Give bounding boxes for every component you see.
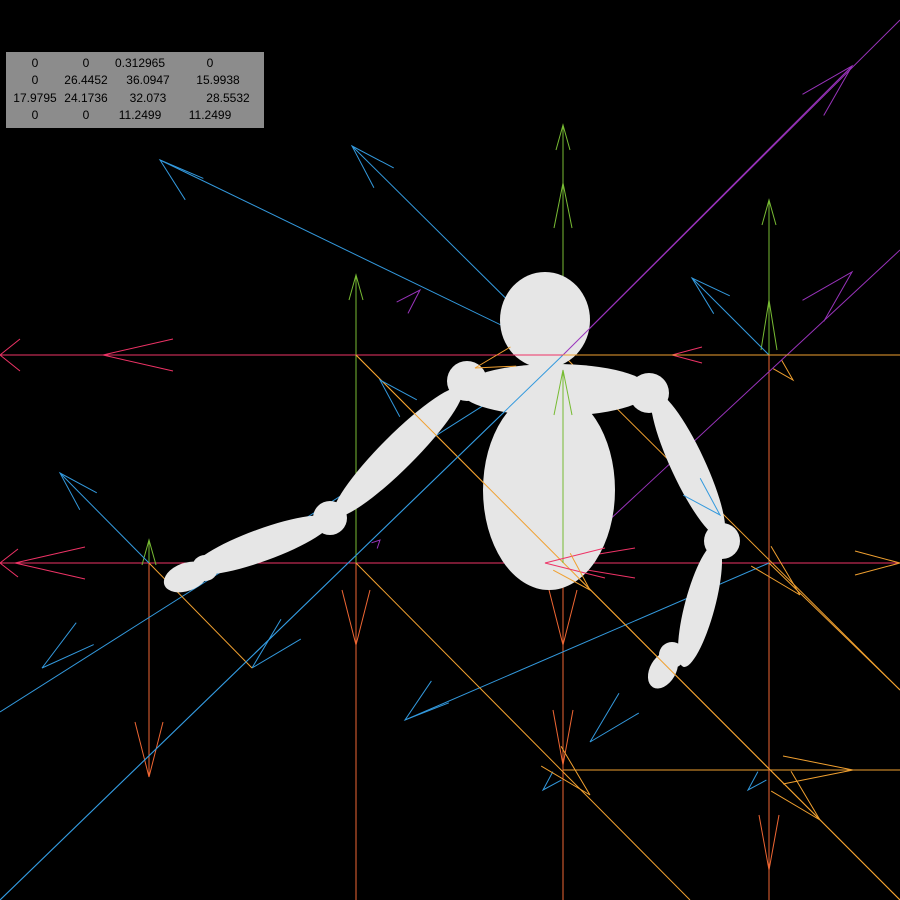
gizmo-arrow-icon	[403, 680, 450, 722]
gizmo-arrow-icon	[341, 589, 371, 646]
gizmo-arrow-icon	[772, 359, 795, 382]
matrix-row: 0 0 11.2499 11.2499	[6, 107, 264, 124]
matrix-cell: 0	[31, 73, 39, 87]
gizmo-arrow-icon	[548, 589, 578, 646]
gizmo-arrow-icon	[158, 158, 204, 201]
matrix-cell: 0	[31, 108, 39, 122]
matrix-cell: 26.4452	[64, 73, 108, 87]
gizmo-arrow-icon	[41, 622, 94, 669]
matrix-row: 17.9795 24.1736 32.073 28.5532	[6, 90, 264, 107]
diag-line	[355, 562, 691, 900]
gizmo-overlay	[0, 19, 900, 900]
gizmo-arrow-icon	[854, 550, 900, 576]
gizmo-arrow-icon	[134, 721, 164, 778]
gizmo-arrow-icon	[371, 539, 381, 549]
matrix-cell: 15.9938	[196, 73, 240, 87]
diag-line	[0, 354, 564, 900]
diag-line	[691, 277, 770, 356]
matrix-cell: 11.2499	[188, 108, 232, 122]
gizmo-arrow-icon	[553, 369, 573, 416]
gizmo-arrow-icon	[552, 709, 574, 766]
matrix-cell: 36.0947	[126, 73, 170, 87]
matrix-row: 0 26.4452 36.0947 15.9938	[6, 72, 264, 89]
right-hand[interactable]	[642, 646, 685, 694]
gizmo-arrow-icon	[555, 123, 571, 151]
gizmo-arrow-icon	[141, 538, 157, 566]
matrix-cell: 11.2499	[118, 108, 162, 122]
diag-line	[562, 354, 900, 691]
gizmo-arrow-icon	[589, 692, 640, 743]
left-upper-arm[interactable]	[322, 376, 473, 527]
mannequin-figure[interactable]	[160, 272, 740, 694]
gizmo-arrow-icon	[0, 338, 21, 372]
mannequin-head[interactable]	[500, 272, 590, 368]
matrix-cell: 0	[206, 56, 214, 70]
gizmo-arrow-icon	[553, 182, 573, 229]
gizmo-arrow-icon	[58, 471, 98, 511]
gizmo-arrow-icon	[474, 346, 517, 369]
left-hand[interactable]	[160, 556, 213, 598]
gizmo-arrow-icon	[682, 477, 722, 517]
diag-line	[768, 562, 900, 691]
gizmo-arrow-icon	[378, 378, 418, 418]
right-forearm[interactable]	[669, 539, 731, 670]
matrix-cell: 0	[82, 108, 90, 122]
diag-line	[562, 19, 900, 356]
matrix-cell: 17.9795	[13, 91, 57, 105]
matrix-cell: 24.1736	[64, 91, 108, 105]
gizmo-arrow-icon	[750, 545, 801, 596]
gizmo-arrow-icon	[802, 270, 854, 322]
gizmo-arrow-icon	[760, 299, 778, 351]
gizmo-arrow-icon	[761, 198, 777, 226]
gizmo-arrow-icon	[102, 338, 174, 372]
mannequin-torso[interactable]	[483, 390, 615, 590]
matrix-cell: 0	[31, 56, 39, 70]
gizmo-arrow-icon	[540, 745, 591, 796]
right-upper-arm[interactable]	[639, 385, 737, 544]
diag-line	[159, 159, 564, 356]
gizmo-arrow-icon	[544, 547, 606, 579]
gizmo-arrow-icon	[690, 276, 730, 314]
gizmo-arrow-icon	[541, 771, 562, 792]
diag-line	[355, 354, 900, 900]
gizmo-arrow-icon	[758, 814, 780, 871]
diag-line	[59, 472, 150, 564]
matrix-cell: 0	[82, 56, 90, 70]
gizmo-arrow-icon	[0, 548, 19, 578]
gizmo-arrow-icon	[396, 288, 422, 314]
matrix-row: 0 0 0.312965 0	[6, 55, 264, 72]
gizmo-arrow-icon	[782, 755, 854, 785]
mannequin-shoulders[interactable]	[460, 364, 650, 416]
diag-line	[562, 249, 900, 564]
left-forearm[interactable]	[186, 504, 338, 585]
matrix-cell: 28.5532	[206, 91, 250, 105]
matrix-cell: 32.073	[129, 91, 167, 105]
gizmo-arrow-icon	[552, 552, 592, 592]
gizmo-arrow-icon	[348, 273, 364, 301]
matrix-cell: 0.312965	[114, 56, 166, 70]
transform-matrix-panel: 0 0 0.312965 0 0 26.4452 36.0947 15.9938…	[6, 52, 264, 128]
gizmo-arrow-icon	[746, 771, 767, 792]
gizmo-arrow-icon	[350, 144, 394, 188]
gizmo-arrow-icon	[14, 546, 86, 580]
gizmo-arrow-icon	[802, 64, 854, 116]
